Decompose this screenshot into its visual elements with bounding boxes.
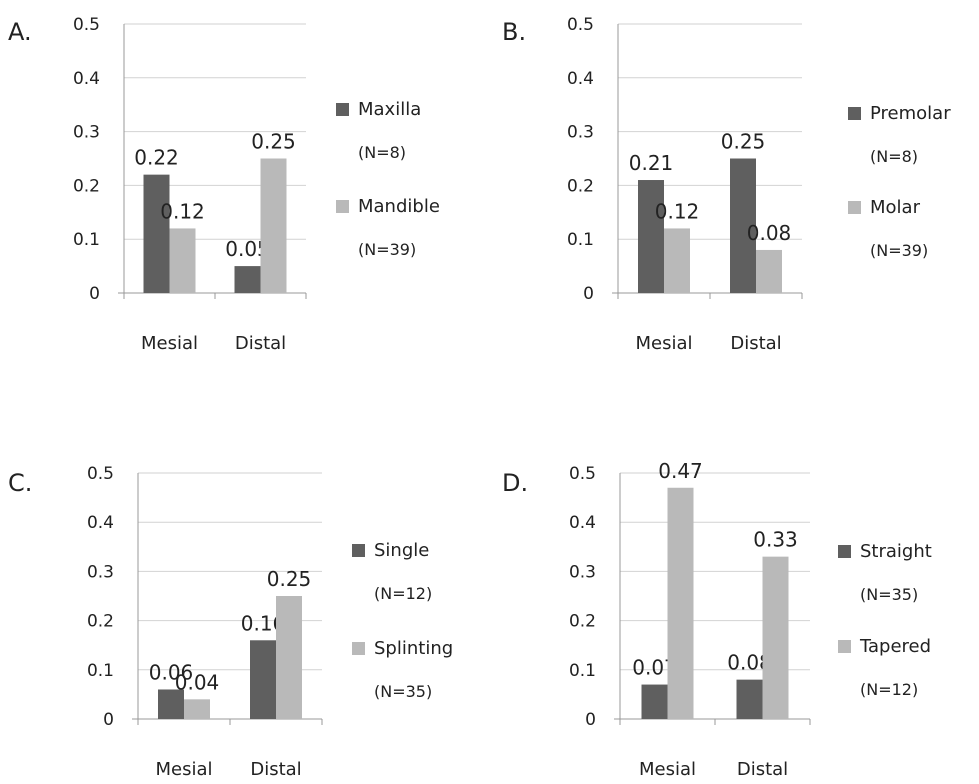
bar-mandible-distal	[260, 158, 287, 293]
data-label: 0.25	[267, 567, 312, 591]
panel-letter: A.	[8, 18, 32, 46]
y-tick-label: 0.2	[73, 176, 100, 196]
legend-sample-size: (N=39)	[358, 240, 416, 259]
y-tick-label: 0.5	[569, 464, 596, 484]
legend-swatch	[336, 103, 349, 116]
panel-letter: C.	[8, 469, 32, 497]
legend-swatch	[848, 107, 861, 120]
legend-label: Tapered	[859, 636, 931, 657]
data-label: 0.25	[251, 130, 296, 154]
legend-sample-size: (N=8)	[870, 147, 918, 166]
bar-splinting-mesial	[184, 699, 210, 719]
panel-c: C.00.10.20.30.40.50.060.04Mesial0.160.25…	[8, 464, 453, 780]
bar-single-distal	[250, 640, 276, 719]
panel-letter: B.	[502, 18, 526, 46]
legend-label: Molar	[870, 197, 921, 218]
y-tick-label: 0.2	[567, 176, 594, 196]
bar-maxilla-distal	[234, 266, 261, 293]
legend-label: Straight	[860, 541, 932, 562]
legend-swatch	[336, 200, 349, 213]
y-tick-label: 0.4	[87, 513, 114, 533]
bar-tapered-mesial	[667, 487, 694, 719]
y-tick-label: 0.2	[569, 612, 596, 632]
legend-swatch	[352, 544, 365, 557]
data-label: 0.04	[175, 670, 220, 694]
bar-molar-mesial	[664, 228, 690, 293]
y-tick-label: 0.4	[73, 69, 100, 89]
category-label: Distal	[730, 333, 781, 354]
y-tick-label: 0.2	[87, 612, 114, 632]
bar-tapered-distal	[762, 556, 789, 719]
data-label: 0.33	[753, 528, 798, 552]
bar-premolar-mesial	[638, 180, 664, 293]
data-label: 0.21	[629, 151, 674, 175]
legend-sample-size: (N=35)	[860, 585, 918, 604]
data-label: 0.12	[655, 199, 700, 223]
bar-single-mesial	[158, 689, 184, 719]
legend-label: Single	[374, 540, 429, 561]
bar-molar-distal	[756, 249, 782, 293]
panel-letter: D.	[502, 469, 528, 497]
legend-label: Premolar	[870, 103, 951, 124]
data-label: 0.06	[149, 660, 194, 684]
y-tick-label: 0	[583, 284, 594, 304]
legend-swatch	[352, 642, 365, 655]
y-tick-label: 0.3	[73, 123, 100, 143]
category-label: Mesial	[635, 333, 692, 354]
bar-splinting-distal	[276, 596, 302, 719]
y-tick-label: 0	[89, 284, 100, 304]
bar-maxilla-mesial	[143, 174, 170, 293]
category-label: Mesial	[639, 759, 696, 780]
y-tick-label: 0	[585, 710, 596, 730]
category-label: Mesial	[155, 759, 212, 780]
bar-premolar-distal	[730, 158, 756, 293]
data-label: 0.22	[134, 146, 179, 170]
y-tick-label: 0.1	[567, 230, 594, 250]
data-label: 0.12	[160, 199, 205, 223]
y-tick-label: 0.5	[73, 15, 100, 35]
y-tick-label: 0.3	[87, 562, 114, 582]
legend-sample-size: (N=8)	[358, 143, 406, 162]
panel-b: B. 0 0.1 0.2 0.3 0.4 0.5 0.21 0.12 Mesial 0.25 0.08…	[502, 15, 951, 354]
data-label: 0.08	[747, 221, 792, 245]
y-tick-label: 0.1	[87, 661, 114, 681]
data-label: 0.25	[721, 130, 766, 154]
y-tick-label: 0.3	[569, 562, 596, 582]
legend-swatch	[848, 201, 861, 214]
bar-mandible-mesial	[169, 228, 196, 293]
y-tick-label: 0.5	[87, 464, 114, 484]
y-tick-label: 0	[103, 710, 114, 730]
y-tick-label: 0.1	[569, 661, 596, 681]
panel-d: D.00.10.20.30.40.50.070.47Mesial0.080.33…	[502, 459, 932, 780]
legend-swatch	[838, 640, 851, 653]
y-tick-label: 0.4	[567, 69, 594, 89]
legend-label: Splinting	[374, 638, 453, 659]
legend-sample-size: (N=12)	[860, 680, 918, 699]
legend-sample-size: (N=39)	[870, 241, 928, 260]
y-tick-label: 0.5	[567, 15, 594, 35]
legend-label: Maxilla	[358, 99, 421, 120]
legend-label: Mandible	[358, 196, 440, 217]
y-tick-label: 0.1	[73, 230, 100, 250]
category-label: Distal	[737, 759, 788, 780]
bar-straight-mesial	[641, 684, 668, 719]
category-label: Distal	[235, 333, 286, 354]
y-tick-label: 0.3	[567, 123, 594, 143]
y-tick-label: 0.4	[569, 513, 596, 533]
legend-sample-size: (N=12)	[374, 584, 432, 603]
category-label: Distal	[250, 759, 301, 780]
data-label: 0.47	[658, 459, 703, 483]
legend-sample-size: (N=35)	[374, 682, 432, 701]
bar-straight-distal	[736, 679, 763, 719]
category-label: Mesial	[141, 333, 198, 354]
legend-swatch	[838, 545, 851, 558]
panel-a: A.00.10.20.30.40.50.220.12Mesial0.050.25…	[8, 15, 440, 354]
